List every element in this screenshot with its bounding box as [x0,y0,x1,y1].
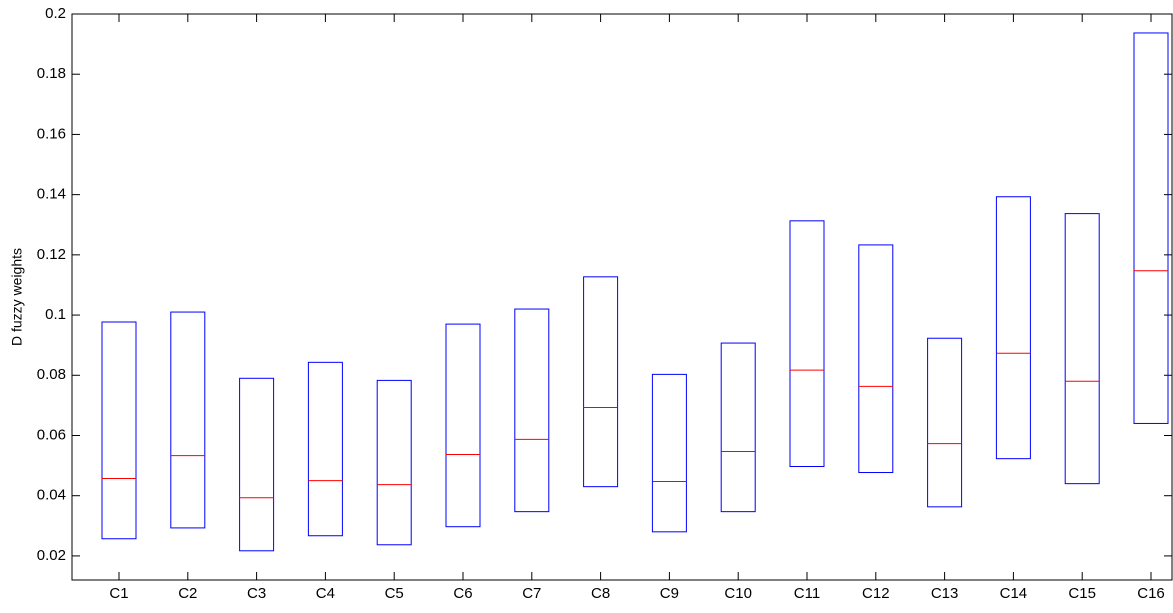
x-tick-label: C15 [1068,585,1096,602]
box [514,308,550,513]
box [720,342,756,513]
box [583,276,619,488]
x-tick-label: C9 [660,585,679,602]
x-tick-label: C4 [316,585,335,602]
y-tick-label: 0.12 [37,246,66,263]
box [995,196,1031,460]
box [1064,213,1100,485]
x-tick-label: C16 [1137,585,1165,602]
x-tick-label: C11 [794,585,820,602]
x-tick-label: C2 [178,585,197,602]
box [239,377,275,552]
x-tick-label: C13 [931,585,959,602]
y-tick-label: 0.2 [45,5,66,22]
y-tick-label: 0.1 [45,306,66,323]
y-tick-label: 0.06 [37,426,66,443]
x-tick-label: C1 [109,585,128,602]
y-tick-label: 0.08 [37,366,66,383]
y-tick-label: 0.18 [37,65,66,82]
box [927,337,963,508]
x-tick-label: C14 [1000,585,1028,602]
box [376,379,412,546]
box [858,244,894,474]
box [307,361,343,537]
x-tick-label: C5 [385,585,404,602]
box [789,220,825,467]
box [1133,32,1169,424]
plot-frame [71,13,1173,581]
y-tick-label: 0.16 [37,125,66,142]
box [445,323,481,528]
y-tick-label: 0.14 [37,186,66,203]
x-tick-label: C6 [453,585,472,602]
x-tick-label: C10 [724,585,752,602]
y-axis-label: D fuzzy weights [9,248,25,346]
x-tick-label: C12 [862,585,890,602]
box [651,373,687,533]
y-tick-label: 0.02 [37,547,66,564]
x-tick-label: C8 [591,585,610,602]
y-tick-label: 0.04 [37,487,66,504]
box [101,321,137,540]
box [170,311,206,529]
x-tick-label: C7 [522,585,541,602]
x-tick-label: C3 [247,585,266,602]
